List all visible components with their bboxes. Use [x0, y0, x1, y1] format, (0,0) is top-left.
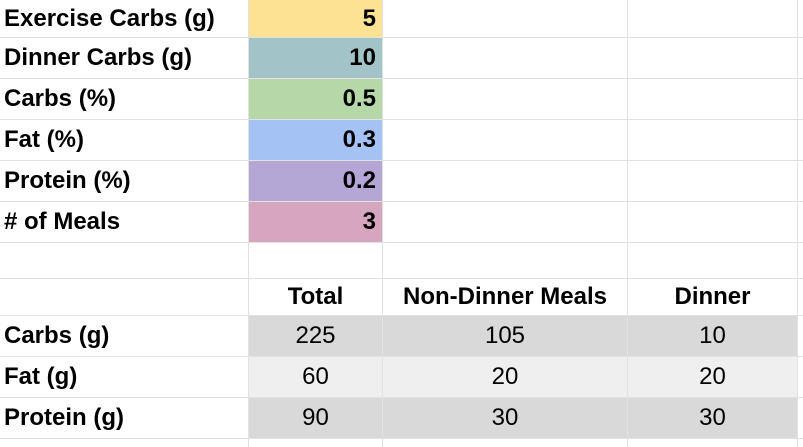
row-divider	[0, 201, 803, 202]
row-divider	[0, 37, 803, 38]
column-divider	[797, 0, 798, 447]
cell-protein-total[interactable]: 90	[249, 398, 382, 438]
column-divider	[248, 0, 249, 447]
param-label-dinner-carbs[interactable]: Dinner Carbs (g)	[4, 44, 193, 71]
cell-fat-dinner[interactable]: 20	[628, 357, 797, 397]
cell-protein-non-dinner[interactable]: 30	[383, 398, 627, 438]
cell-carbs-total[interactable]: 225	[249, 316, 382, 356]
header-non-dinner-meals[interactable]: Non-Dinner Meals	[402, 283, 608, 310]
header-dinner[interactable]: Dinner	[674, 283, 751, 310]
row-divider	[0, 119, 803, 120]
param-label-protein-pct[interactable]: Protein (%)	[4, 167, 131, 194]
cell-fat-non-dinner[interactable]: 20	[383, 357, 627, 397]
row-divider	[0, 78, 803, 79]
param-value-carbs-pct[interactable]: 0.5	[249, 79, 382, 119]
param-label-exercise-carbs[interactable]: Exercise Carbs (g)	[4, 4, 215, 32]
row-divider	[0, 438, 803, 439]
param-value-fat-pct[interactable]: 0.3	[249, 120, 382, 160]
param-value-num-meals[interactable]: 3	[249, 202, 382, 242]
cell-fat-total[interactable]: 60	[249, 357, 382, 397]
param-value-dinner-carbs[interactable]: 10	[249, 38, 382, 78]
column-divider	[627, 0, 628, 447]
row-divider	[0, 278, 803, 279]
row-divider	[0, 242, 803, 243]
header-total[interactable]: Total	[287, 283, 344, 310]
row-label-fat[interactable]: Fat (g)	[4, 363, 78, 390]
param-value-protein-pct[interactable]: 0.2	[249, 161, 382, 201]
row-divider	[0, 356, 803, 357]
cell-carbs-non-dinner[interactable]: 105	[383, 316, 627, 356]
cell-carbs-dinner[interactable]: 10	[628, 316, 797, 356]
row-divider	[0, 397, 803, 398]
column-divider	[382, 0, 383, 447]
row-divider	[0, 315, 803, 316]
row-label-protein[interactable]: Protein (g)	[4, 404, 124, 431]
param-label-carbs-pct[interactable]: Carbs (%)	[4, 85, 117, 112]
param-label-num-meals[interactable]: # of Meals	[4, 208, 121, 235]
param-label-fat-pct[interactable]: Fat (%)	[4, 126, 84, 153]
param-value-exercise-carbs[interactable]: 5	[249, 0, 382, 37]
row-label-carbs[interactable]: Carbs (g)	[4, 322, 110, 349]
cell-protein-dinner[interactable]: 30	[628, 398, 797, 438]
row-divider	[0, 160, 803, 161]
